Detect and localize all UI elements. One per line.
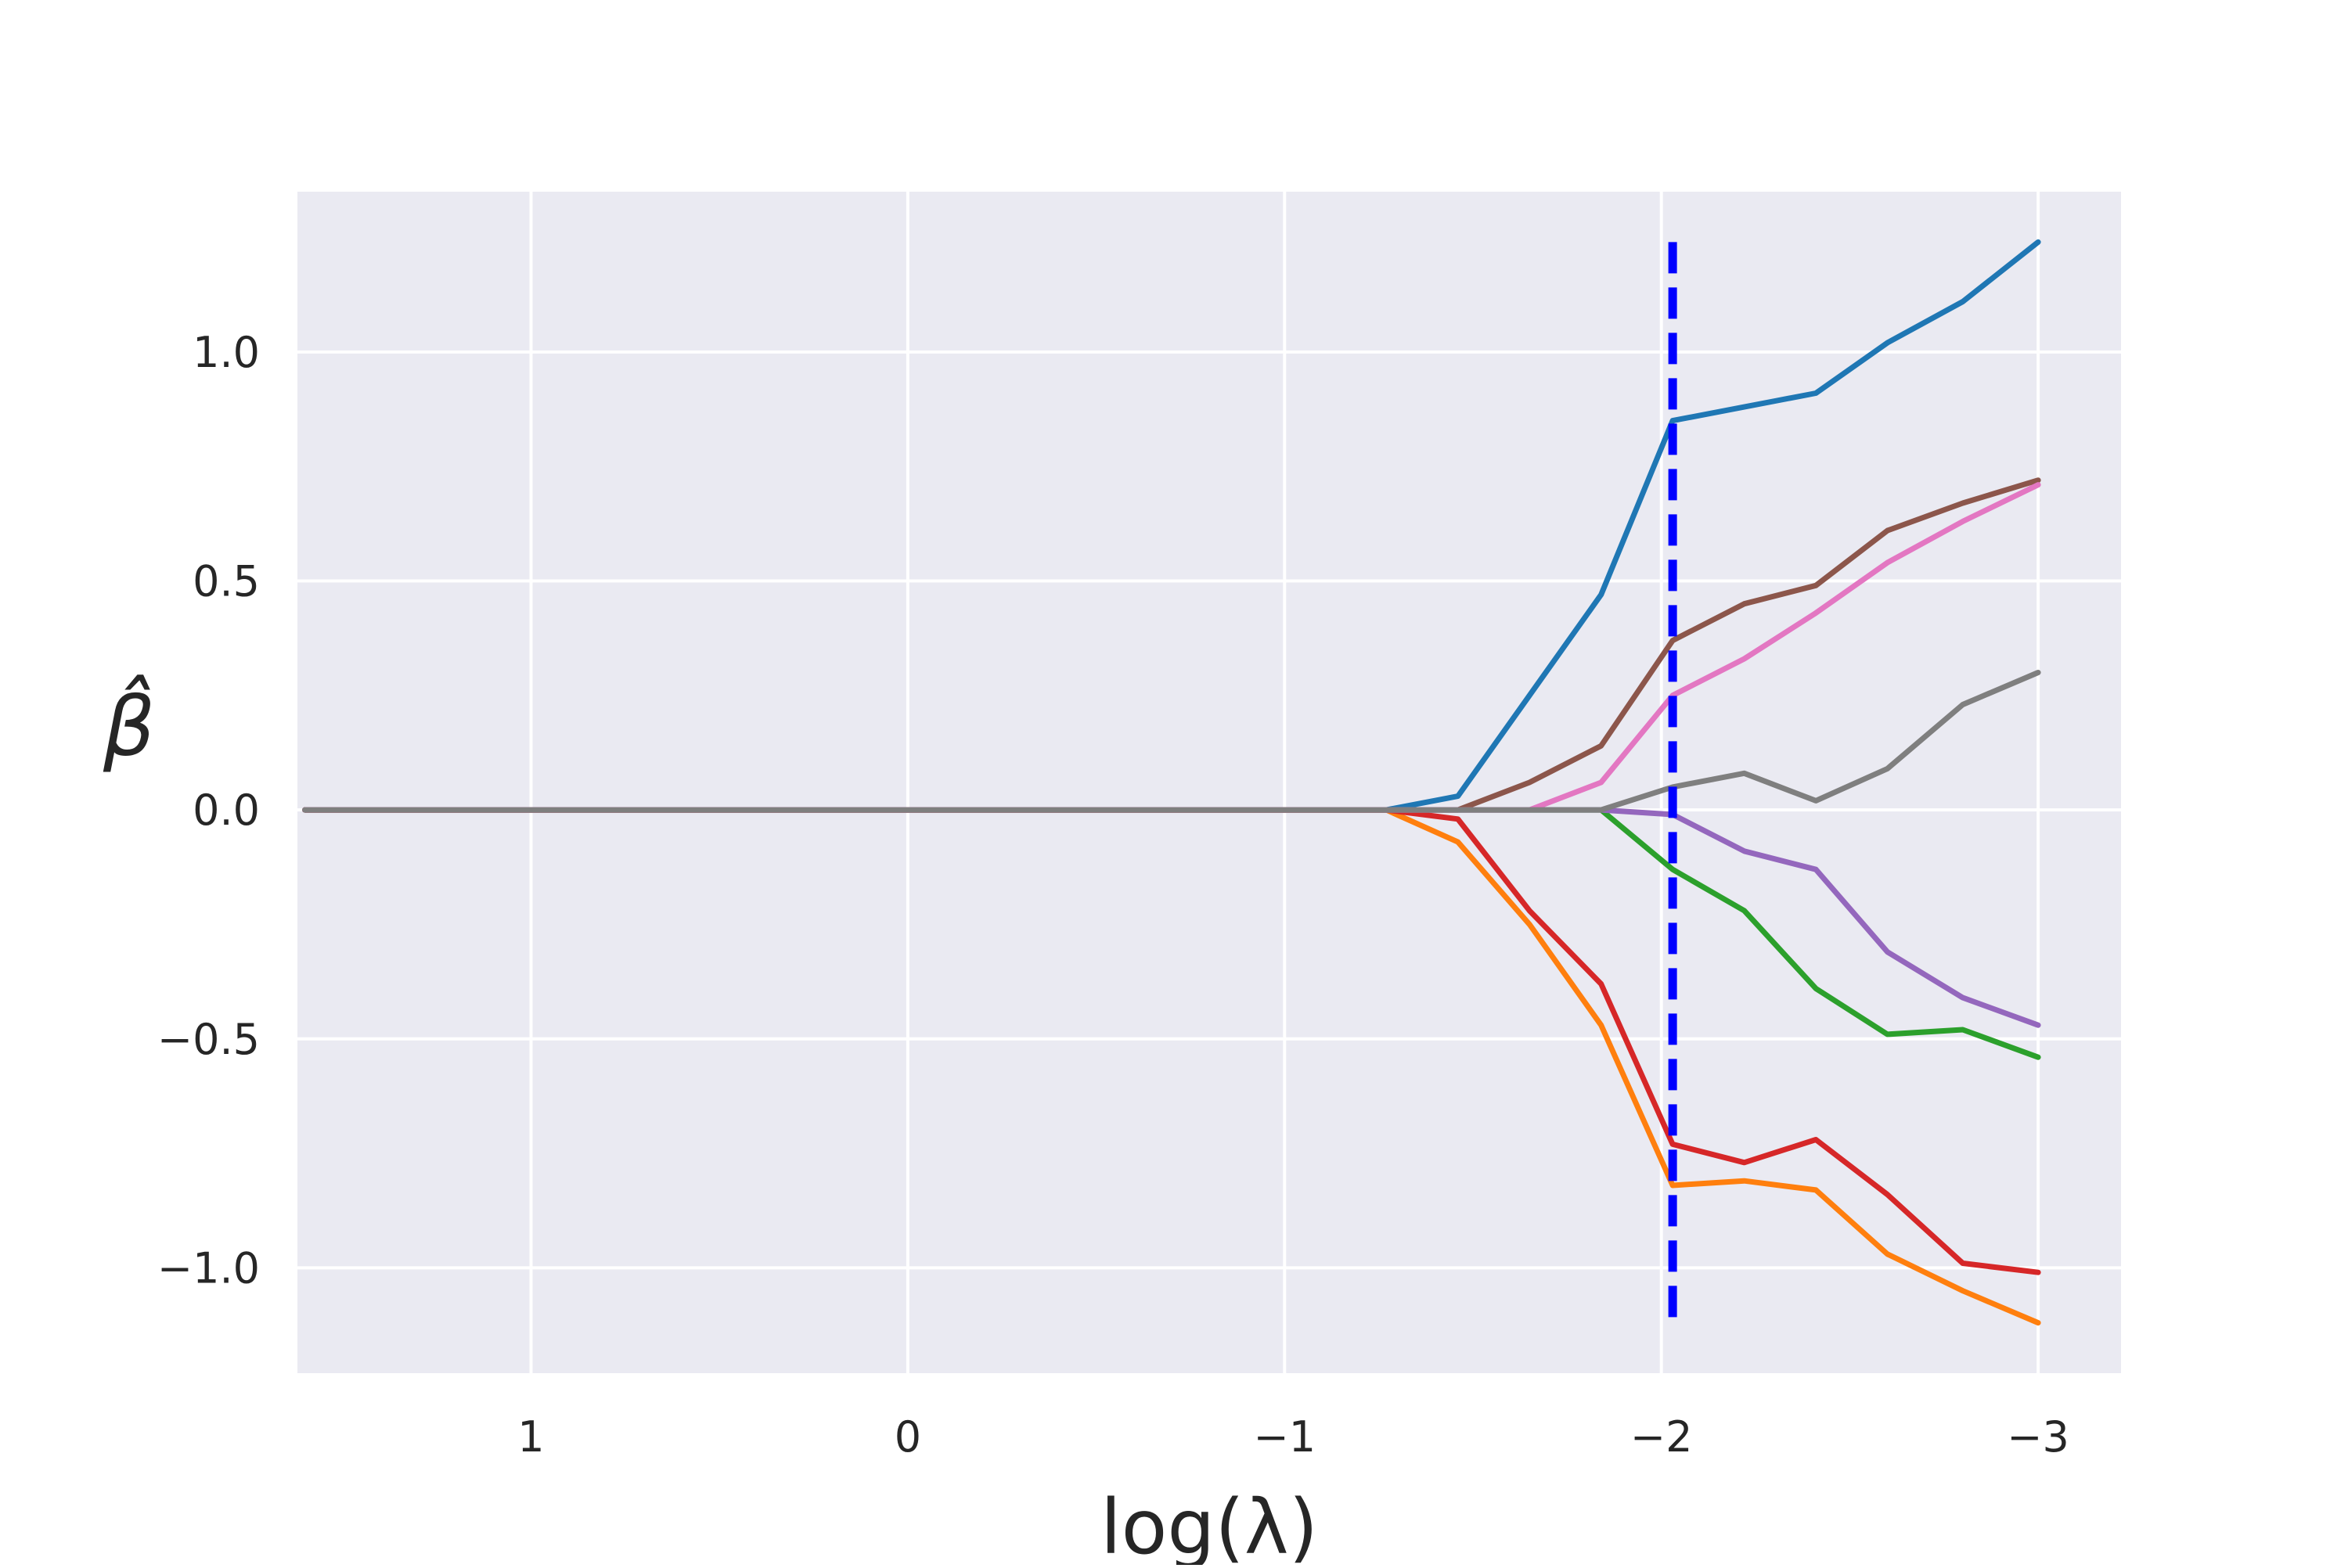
series-line-1 [302, 239, 2041, 813]
series-line-2 [302, 807, 2041, 1326]
y-tick-label: −1.0 [157, 1243, 260, 1293]
y-tick-label: 1.0 [193, 328, 260, 377]
x-axis-label: log(λ) [1100, 1483, 1318, 1565]
y-tick-label: 0.0 [193, 786, 260, 835]
series-line-4 [302, 807, 2041, 1275]
x-tick-label: −3 [2007, 1412, 2069, 1462]
y-axis-label: β̂ [103, 675, 155, 775]
x-tick-label: −1 [1253, 1412, 1316, 1462]
plot-area [297, 192, 2121, 1373]
x-tick-label: −2 [1630, 1412, 1693, 1462]
tick-labels: 1 0 −1 −2 −3 −1.0 −0.5 0.0 0.5 1.0 [157, 328, 2069, 1462]
y-tick-label: −0.5 [157, 1015, 260, 1064]
x-tick-label: 1 [517, 1412, 544, 1462]
y-tick-label: 0.5 [193, 556, 260, 606]
x-tick-label: 0 [895, 1412, 921, 1462]
